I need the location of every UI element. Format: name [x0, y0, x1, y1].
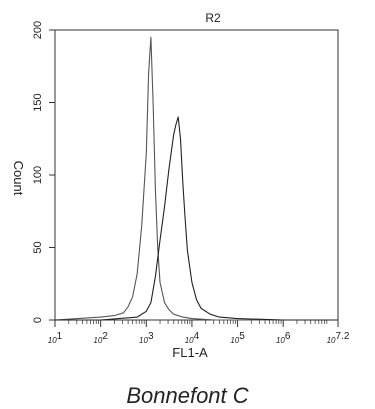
x-tick-label: 103: [139, 331, 154, 345]
y-tick-label: 200: [32, 21, 44, 39]
plot-frame: [54, 29, 339, 321]
x-tick-label: 102: [93, 331, 108, 345]
x-tick-label: 106: [276, 331, 291, 345]
y-tick-label: 100: [32, 166, 44, 184]
x-tick-label: 105: [230, 331, 245, 345]
series-group: [54, 36, 338, 321]
y-tick-label: 150: [32, 93, 44, 111]
x-axis-minor-ticks: [68, 320, 328, 324]
histogram-chart: R2 Count FL1-A 0 50 100 150 200 101 102 103 104…: [11, 11, 350, 360]
y-tick-label: 50: [32, 241, 44, 253]
plot-border: [54, 29, 339, 321]
x-tick-label: 104: [185, 331, 200, 345]
y-tick-label: 0: [32, 317, 44, 323]
histogram-series-2: [55, 116, 338, 321]
chart-title: R2: [205, 11, 221, 25]
x-tick-label: 107.2: [327, 331, 350, 345]
x-tick-label: 101: [48, 331, 63, 345]
y-axis-ticks: 0 50 100 150 200: [32, 21, 55, 323]
histogram-series-1: [54, 36, 338, 321]
figure-caption: Bonnefont C: [126, 383, 249, 408]
y-axis-label: Count: [11, 161, 26, 196]
x-axis-ticks: 101 102 103 104 105 106 107.2: [48, 320, 350, 345]
x-axis-label: FL1-A: [172, 345, 208, 360]
